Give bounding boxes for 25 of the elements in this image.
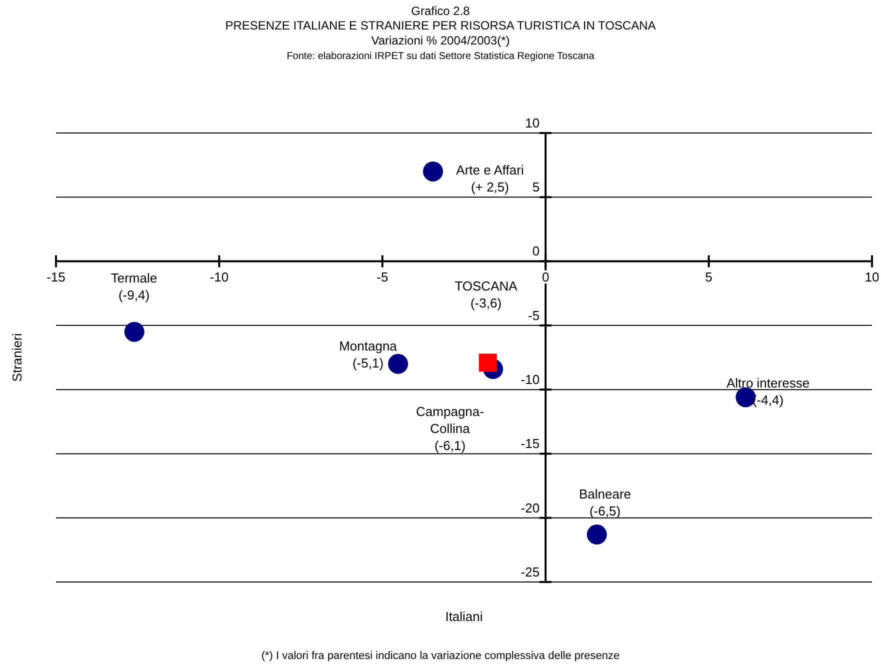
y-tick-label: 0: [532, 244, 540, 259]
y-tick-label: -15: [520, 436, 540, 452]
x-tick-label: -15: [46, 270, 66, 285]
y-tick-label: 10: [525, 115, 540, 130]
x-tick-label: -5: [376, 270, 388, 285]
x-tick-label: -10: [210, 270, 229, 285]
chart-subtitle: PRESENZE ITALIANE E STRANIERE PER RISORSA TURISTICA IN TOSCANA Variazioni % 2004/2003(*): [225, 18, 656, 48]
annotation: Campagna- Collina (-6,1): [416, 404, 484, 454]
annotation: TOSCANA (-3,6): [454, 278, 518, 311]
y-axis-title: Stranieri: [9, 333, 24, 382]
y-tick-label: -10: [520, 372, 540, 388]
x-tick-label: 10: [864, 270, 880, 285]
y-tick-label: 5: [532, 180, 540, 195]
chart-title: Grafico 2.8: [411, 4, 470, 18]
annotation: Arte e Affari (+ 2,5): [456, 162, 524, 195]
annotation: Montagna (-5,1): [339, 338, 398, 371]
source-note: Fonte: elaborazioni IRPET su dati Settore Statistica Regione Toscana: [286, 50, 595, 62]
x-tick-label: 5: [705, 270, 712, 285]
annotation: Balneare (-6,5): [578, 486, 632, 519]
x-axis-title: Italiani: [445, 609, 483, 624]
y-tick-label: -20: [520, 500, 540, 516]
annotation: Termale (-9,4): [110, 270, 158, 303]
y-tick-label: -5: [528, 308, 540, 323]
y-tick-label: -25: [520, 564, 540, 580]
text: (*) I valori fra parentesi indicano la variazione complessiva delle presenze: [261, 650, 620, 662]
